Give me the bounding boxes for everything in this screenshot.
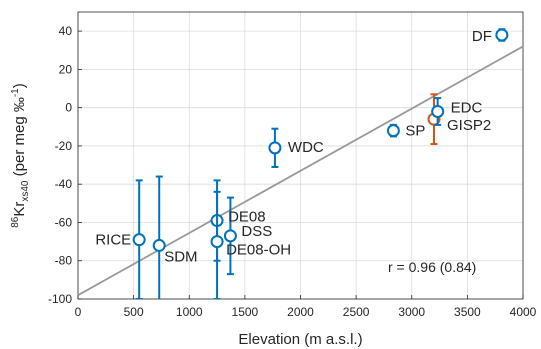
y-axis-title-main: Kr	[11, 202, 28, 217]
x-tick-label: 3500	[454, 305, 481, 319]
marker-circle	[386, 124, 400, 138]
grid	[77, 12, 524, 300]
data-point	[431, 97, 445, 126]
point-label: RICE	[95, 232, 131, 249]
data-series	[77, 28, 524, 299]
y-tick-label: 0	[65, 101, 72, 115]
y-tick-label: -20	[55, 139, 73, 153]
x-tick-label: 1500	[232, 305, 259, 319]
x-tick-label: 2000	[287, 305, 314, 319]
y-axis-title-sup: 86	[10, 216, 21, 228]
marker-circle	[495, 28, 509, 42]
x-tick-label: 500	[124, 305, 144, 319]
y-axis-title-units: (per meg ‰	[11, 97, 28, 180]
data-point	[223, 196, 237, 276]
y-axis-title: 86Krxs40 (per meg ‰-1)	[10, 83, 31, 228]
y-axis-title-sub: xs40	[20, 180, 31, 202]
y-tick-label: -100	[48, 292, 72, 306]
marker-circle	[210, 235, 224, 249]
point-label: SDM	[164, 248, 197, 265]
point-label: DE08-OH	[226, 242, 291, 259]
x-tick-label: 2500	[343, 305, 370, 319]
correlation-annotation: r = 0.96 (0.84)	[388, 259, 476, 275]
regression-line	[77, 45, 524, 296]
point-label: GISP2	[447, 117, 491, 134]
data-point	[268, 127, 282, 168]
x-tick-label: 4000	[510, 305, 537, 319]
point-label: SP	[405, 123, 425, 140]
marker-circle	[152, 238, 166, 252]
y-axis-title-units-close: )	[11, 83, 28, 88]
axis-ticks: 0 500 1000 1500 2000 2500 3000 3500 4000 -100 -80 -…	[48, 24, 537, 319]
x-axis-title: Elevation (m a.s.l.)	[238, 331, 362, 348]
point-label: WDC	[288, 139, 324, 156]
x-tick-label: 3000	[398, 305, 425, 319]
y-tick-label: -60	[55, 215, 73, 229]
data-point	[132, 179, 146, 299]
y-tick-label: -40	[55, 177, 73, 191]
y-tick-label: -80	[55, 254, 73, 268]
data-point	[152, 175, 166, 299]
point-label: DSS	[241, 223, 272, 240]
point-label: DF	[472, 28, 492, 45]
marker-circle	[132, 233, 146, 247]
point-label: EDC	[451, 99, 483, 116]
x-tick-label: 1000	[176, 305, 203, 319]
x-tick-label: 0	[75, 305, 82, 319]
data-point	[386, 123, 400, 138]
data-point	[210, 190, 224, 299]
y-tick-label: 20	[59, 62, 73, 76]
point-label: DE08	[228, 209, 266, 226]
y-tick-label: 40	[59, 24, 73, 38]
marker-circle	[223, 229, 237, 243]
y-axis-title-units-sup: -1	[10, 88, 21, 97]
marker-circle	[431, 104, 445, 118]
marker-circle	[268, 141, 282, 155]
data-point	[495, 28, 509, 42]
